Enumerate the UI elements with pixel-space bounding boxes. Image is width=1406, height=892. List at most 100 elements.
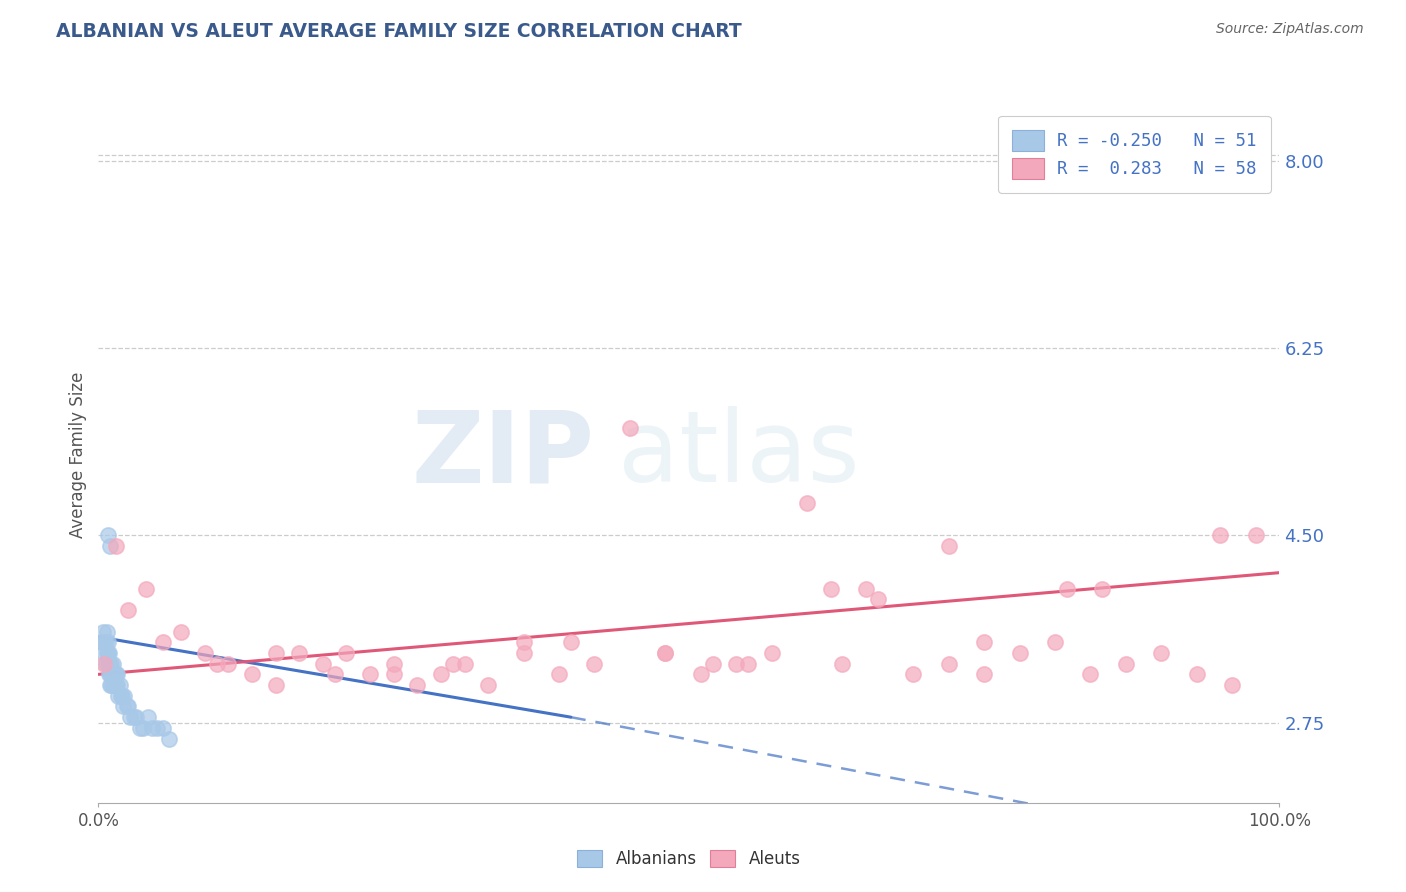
Point (453, 657, 475, 671)
Point (323, 667, 346, 681)
Point (205, 657, 228, 671)
Point (105, 667, 128, 681)
Point (382, 667, 405, 681)
Point (441, 657, 464, 671)
Point (98, 646, 121, 660)
Point (152, 635, 174, 649)
Point (108, 678, 131, 692)
Point (702, 657, 724, 671)
Point (194, 646, 217, 660)
Point (288, 646, 311, 660)
Point (104, 667, 127, 681)
Point (103, 678, 125, 692)
Point (737, 657, 759, 671)
Point (1008, 646, 1031, 660)
Point (117, 699, 139, 714)
Point (430, 667, 453, 681)
Point (96, 624, 118, 639)
Point (689, 667, 711, 681)
Point (105, 678, 128, 692)
Point (1091, 582, 1114, 596)
Point (512, 635, 534, 649)
Point (93, 646, 115, 660)
Point (1043, 635, 1066, 649)
Point (264, 678, 287, 692)
Point (938, 657, 960, 671)
Point (240, 667, 263, 681)
Point (831, 657, 853, 671)
Point (96, 646, 118, 660)
Point (406, 678, 429, 692)
Point (98, 667, 121, 681)
Point (973, 667, 995, 681)
Point (94, 657, 117, 671)
Point (146, 721, 169, 735)
Point (104, 678, 127, 692)
Point (796, 496, 818, 510)
Point (97, 635, 120, 649)
Text: Source: ZipAtlas.com: Source: ZipAtlas.com (1216, 22, 1364, 37)
Point (1244, 528, 1267, 542)
Point (98, 657, 121, 671)
Point (583, 657, 606, 671)
Point (101, 657, 124, 671)
Point (98, 657, 121, 671)
Point (157, 731, 180, 746)
Point (98, 667, 121, 681)
Point (112, 689, 135, 703)
Point (98, 539, 121, 553)
Point (264, 646, 287, 660)
Point (141, 721, 163, 735)
Point (103, 667, 125, 681)
Point (382, 657, 405, 671)
Point (312, 657, 335, 671)
Point (1209, 528, 1232, 542)
Point (1185, 667, 1208, 681)
Point (112, 699, 135, 714)
Legend: R = -0.250   N = 51, R =  0.283   N = 58: R = -0.250 N = 51, R = 0.283 N = 58 (998, 116, 1271, 193)
Point (1220, 678, 1243, 692)
Point (110, 689, 132, 703)
Point (477, 678, 499, 692)
Point (866, 592, 889, 607)
Point (654, 646, 676, 660)
Point (100, 678, 122, 692)
Point (855, 582, 877, 596)
Point (115, 699, 138, 714)
Point (97, 646, 120, 660)
Point (820, 582, 842, 596)
Text: atlas: atlas (619, 407, 859, 503)
Point (94, 635, 117, 649)
Point (132, 721, 155, 735)
Point (136, 710, 159, 724)
Point (359, 667, 381, 681)
Point (120, 710, 142, 724)
Point (98, 678, 121, 692)
Point (135, 582, 157, 596)
Point (973, 635, 995, 649)
Point (619, 421, 641, 435)
Point (903, 667, 925, 681)
Text: ZIP: ZIP (412, 407, 595, 503)
Point (101, 678, 124, 692)
Point (97, 528, 120, 542)
Point (117, 603, 139, 617)
Point (122, 710, 145, 724)
Y-axis label: Average Family Size: Average Family Size (69, 372, 87, 538)
Point (91, 624, 114, 639)
Point (725, 657, 748, 671)
Point (105, 667, 128, 681)
Point (938, 539, 960, 553)
Point (654, 646, 676, 660)
Point (335, 646, 357, 660)
Point (100, 657, 122, 671)
Point (128, 721, 150, 735)
Point (93, 657, 115, 671)
Point (1080, 667, 1102, 681)
Point (1056, 582, 1078, 596)
Point (170, 624, 193, 639)
Point (560, 635, 582, 649)
Point (1115, 657, 1137, 671)
Point (125, 710, 148, 724)
Point (105, 678, 128, 692)
